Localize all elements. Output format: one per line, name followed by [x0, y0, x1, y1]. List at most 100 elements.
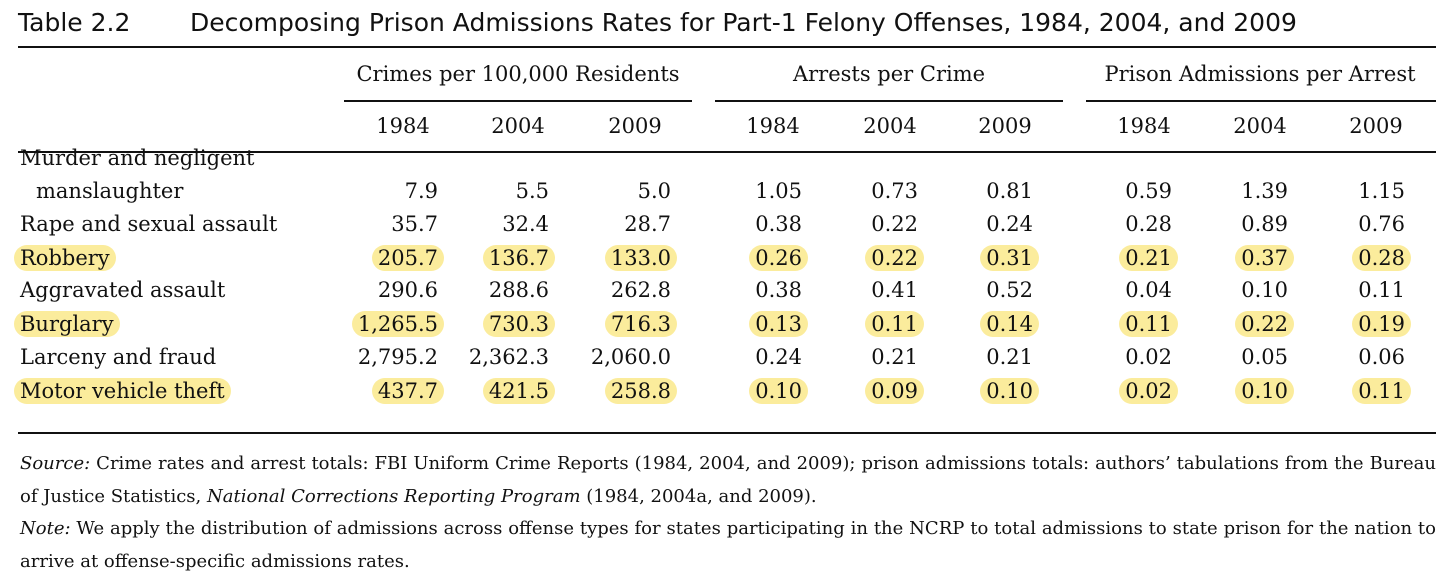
- table-cell: 0.28: [1125, 212, 1172, 236]
- table-cell: 32.4: [502, 212, 549, 236]
- table-cell: 0.11: [1119, 311, 1178, 337]
- table-cell: 0.02: [1125, 345, 1172, 369]
- table-cell: 0.26: [749, 245, 808, 271]
- group-underline: [344, 100, 692, 102]
- group-header-admissions: Prison Admissions per Arrest: [1104, 62, 1416, 86]
- table-cell: 0.11: [865, 311, 924, 337]
- table-cell: 0.22: [871, 212, 918, 236]
- source-text-end: (1984, 2004a, and 2009).: [580, 485, 817, 507]
- table-cell: 421.5: [482, 378, 555, 404]
- table-cell: 2,362.3: [468, 345, 549, 369]
- group-underline: [715, 100, 1063, 102]
- table-cell: 133.0: [604, 245, 677, 271]
- table-title: Decomposing Prison Admissions Rates for …: [190, 8, 1297, 37]
- table-cell: 0.38: [755, 212, 802, 236]
- table-cell: 0.10: [1241, 278, 1288, 302]
- table-cell: 0.73: [871, 179, 918, 203]
- table-cell: 0.21: [1119, 245, 1178, 271]
- table-cell: 262.8: [610, 278, 671, 302]
- table-cell: 0.31: [980, 245, 1039, 271]
- table-cell: 0.41: [871, 278, 918, 302]
- year-header: 2004: [491, 114, 545, 138]
- table-cell: 0.05: [1241, 345, 1288, 369]
- group-header-crimes: Crimes per 100,000 Residents: [356, 62, 680, 86]
- row-label: Motor vehicle theft: [14, 378, 231, 404]
- year-header: 2004: [863, 114, 917, 138]
- year-header: 2009: [1349, 114, 1403, 138]
- table-cell: 5.0: [637, 179, 671, 203]
- row-label: Murder and negligent: [20, 146, 255, 170]
- table-cell: 288.6: [488, 278, 549, 302]
- year-header: 1984: [1117, 114, 1171, 138]
- table-cell: 1,265.5: [351, 311, 444, 337]
- source-text: Crime rates and arrest totals: FBI Unifo…: [20, 453, 1436, 507]
- table-number: Table 2.2: [18, 8, 131, 37]
- table-cell: 5.5: [515, 179, 549, 203]
- table-cell: 0.10: [749, 378, 808, 404]
- row-label: Aggravated assault: [20, 278, 226, 302]
- header-rule: [18, 151, 1436, 153]
- table-cell: 0.24: [986, 212, 1033, 236]
- table-cell: 136.7: [482, 245, 555, 271]
- top-rule: [18, 46, 1436, 48]
- year-header: 2009: [608, 114, 662, 138]
- year-header: 2004: [1233, 114, 1287, 138]
- row-label: Rape and sexual assault: [20, 212, 278, 236]
- note-text: We apply the distribution of admissions …: [20, 518, 1436, 572]
- table-cell: 1.15: [1358, 179, 1405, 203]
- table-cell: 0.76: [1358, 212, 1405, 236]
- method-note: Note: We apply the distribution of admis…: [20, 513, 1436, 578]
- table-cell: 2,795.2: [357, 345, 438, 369]
- table-cell: 7.9: [404, 179, 438, 203]
- table-cell: 0.06: [1358, 345, 1405, 369]
- row-label: Robbery: [14, 245, 116, 271]
- source-label: Source:: [20, 453, 91, 474]
- row-label: manslaughter: [36, 179, 184, 203]
- table-cell: 0.22: [865, 245, 924, 271]
- table-cell: 0.21: [986, 345, 1033, 369]
- table-cell: 1.39: [1241, 179, 1288, 203]
- table-cell: 0.59: [1125, 179, 1172, 203]
- table-cell: 716.3: [604, 311, 677, 337]
- table-cell: 0.24: [755, 345, 802, 369]
- table-cell: 0.52: [986, 278, 1033, 302]
- bottom-rule: [18, 432, 1436, 434]
- table-cell: 290.6: [377, 278, 438, 302]
- row-label: Burglary: [14, 311, 120, 337]
- table-notes: Source: Crime rates and arrest totals: F…: [20, 448, 1436, 578]
- table-cell: 0.81: [986, 179, 1033, 203]
- year-header: 2009: [978, 114, 1032, 138]
- group-header-arrests: Arrests per Crime: [792, 62, 986, 86]
- table-cell: 0.21: [871, 345, 918, 369]
- table-cell: 1.05: [755, 179, 802, 203]
- table-cell: 205.7: [371, 245, 444, 271]
- year-header: 1984: [376, 114, 430, 138]
- source-note: Source: Crime rates and arrest totals: F…: [20, 448, 1436, 513]
- group-underline: [1086, 100, 1436, 102]
- source-program-title: National Corrections Reporting Program: [207, 485, 581, 507]
- table-cell: 0.13: [749, 311, 808, 337]
- note-label: Note:: [20, 518, 71, 539]
- table-cell: 0.19: [1352, 311, 1411, 337]
- table-cell: 35.7: [391, 212, 438, 236]
- table-cell: 0.14: [980, 311, 1039, 337]
- table-cell: 0.10: [980, 378, 1039, 404]
- year-header: 1984: [746, 114, 800, 138]
- table-cell: 730.3: [482, 311, 555, 337]
- table-cell: 0.04: [1125, 278, 1172, 302]
- table-cell: 437.7: [371, 378, 444, 404]
- table-cell: 0.11: [1358, 278, 1405, 302]
- table-cell: 0.11: [1352, 378, 1411, 404]
- table-cell: 258.8: [604, 378, 677, 404]
- table-cell: 0.37: [1235, 245, 1294, 271]
- table-cell: 0.38: [755, 278, 802, 302]
- table-cell: 0.22: [1235, 311, 1294, 337]
- table-cell: 0.28: [1352, 245, 1411, 271]
- table-cell: 2,060.0: [590, 345, 671, 369]
- row-label: Larceny and fraud: [20, 345, 217, 369]
- table-cell: 0.10: [1235, 378, 1294, 404]
- table-cell: 28.7: [624, 212, 671, 236]
- table-cell: 0.09: [865, 378, 924, 404]
- table-cell: 0.02: [1119, 378, 1178, 404]
- table-cell: 0.89: [1241, 212, 1288, 236]
